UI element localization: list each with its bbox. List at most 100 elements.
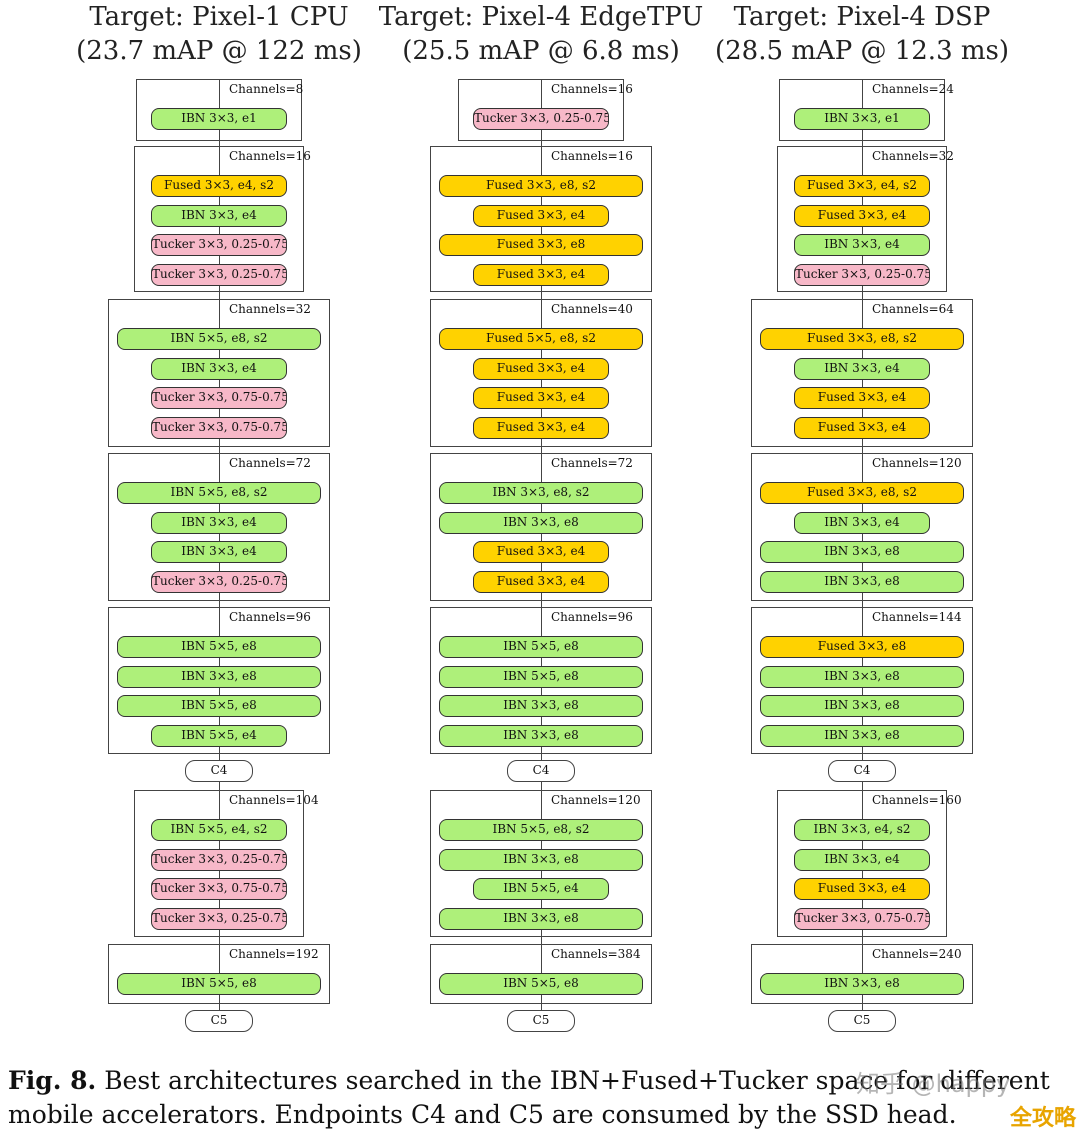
block-fused: Fused 3×3, e8 bbox=[439, 234, 643, 256]
stage-channels: Channels=32 bbox=[229, 302, 311, 316]
stage-channels: Channels=120 bbox=[551, 793, 641, 807]
caption-text: Best architectures searched in the IBN+F… bbox=[8, 1066, 1050, 1129]
stage-channels: Channels=32 bbox=[872, 149, 954, 163]
block-ibn: IBN 3×3, e4, s2 bbox=[794, 819, 930, 841]
block-ibn: IBN 3×3, e8, s2 bbox=[439, 482, 643, 504]
block-ibn: IBN 3×3, e8 bbox=[760, 541, 964, 563]
block-fused: Fused 3×3, e4 bbox=[794, 387, 930, 409]
stage-channels: Channels=192 bbox=[229, 947, 319, 961]
stage-channels: Channels=16 bbox=[551, 82, 633, 96]
block-fused: Fused 3×3, e4, s2 bbox=[794, 175, 930, 197]
block-ibn: IBN 3×3, e8 bbox=[439, 724, 643, 747]
block-ibn: IBN 3×3, e4 bbox=[794, 848, 930, 871]
block-tucker: Tucker 3×3, 0.75-0.75 bbox=[151, 878, 287, 900]
block-ibn: IBN 5×5, e8, s2 bbox=[117, 482, 321, 504]
stage-channels: Channels=96 bbox=[551, 610, 633, 624]
block-fused: Fused 5×5, e8, s2 bbox=[439, 328, 643, 350]
block-fused: Fused 3×3, e8, s2 bbox=[760, 328, 964, 350]
block-ibn: IBN 5×5, e8, s2 bbox=[117, 328, 321, 350]
column-title-metrics: (23.7 mAP @ 122 ms) bbox=[76, 36, 362, 66]
block-tucker: Tucker 3×3, 0.75-0.75 bbox=[151, 387, 287, 409]
block-ibn: IBN 3×3, e1 bbox=[151, 108, 287, 130]
block-ibn: IBN 3×3, e4 bbox=[151, 511, 287, 534]
endpoint-c5: C5 bbox=[185, 1010, 253, 1032]
figure-label: Fig. 8. bbox=[8, 1066, 97, 1095]
column-title-target: Target: Pixel-4 DSP bbox=[733, 2, 991, 32]
block-ibn: IBN 3×3, e4 bbox=[794, 511, 930, 534]
figure-caption: Fig. 8. Best architectures searched in t… bbox=[8, 1064, 1074, 1132]
stage-channels: Channels=24 bbox=[872, 82, 954, 96]
endpoint-c4: C4 bbox=[828, 760, 896, 782]
block-ibn: IBN 5×5, e8 bbox=[439, 665, 643, 688]
watermark-text: 知乎 @happy bbox=[856, 1070, 1011, 1098]
stage-channels: Channels=64 bbox=[872, 302, 954, 316]
block-fused: Fused 3×3, e4 bbox=[473, 541, 609, 563]
block-tucker: Tucker 3×3, 0.75-0.75 bbox=[794, 907, 930, 930]
block-ibn: IBN 3×3, e8 bbox=[760, 724, 964, 747]
block-fused: Fused 3×3, e4 bbox=[473, 570, 609, 593]
block-fused: Fused 3×3, e4 bbox=[794, 878, 930, 900]
stage-channels: Channels=8 bbox=[229, 82, 304, 96]
column-title: Target: Pixel-4 DSP (28.5 mAP @ 12.3 ms) bbox=[692, 0, 1032, 68]
block-ibn: IBN 3×3, e8 bbox=[760, 695, 964, 717]
block-fused: Fused 3×3, e4, s2 bbox=[151, 175, 287, 197]
endpoint-c5: C5 bbox=[828, 1010, 896, 1032]
block-ibn: IBN 5×5, e4 bbox=[151, 724, 287, 747]
stage-channels: Channels=384 bbox=[551, 947, 641, 961]
block-ibn: IBN 3×3, e8 bbox=[439, 511, 643, 534]
block-ibn: IBN 3×3, e4 bbox=[151, 541, 287, 563]
block-tucker: Tucker 3×3, 0.25-0.75 bbox=[151, 570, 287, 593]
stage-channels: Channels=96 bbox=[229, 610, 311, 624]
block-fused: Fused 3×3, e4 bbox=[473, 416, 609, 439]
block-fused: Fused 3×3, e4 bbox=[473, 263, 609, 286]
block-ibn: IBN 5×5, e4 bbox=[473, 878, 609, 900]
stage-channels: Channels=160 bbox=[872, 793, 962, 807]
block-ibn: IBN 3×3, e4 bbox=[794, 357, 930, 380]
block-ibn: IBN 5×5, e8 bbox=[439, 973, 643, 995]
endpoint-c4: C4 bbox=[185, 760, 253, 782]
column-title-metrics: (25.5 mAP @ 6.8 ms) bbox=[402, 36, 680, 66]
column-title-target: Target: Pixel-4 EdgeTPU bbox=[378, 2, 704, 32]
stage-channels: Channels=72 bbox=[229, 456, 311, 470]
block-ibn: IBN 5×5, e8 bbox=[117, 695, 321, 717]
block-ibn: IBN 3×3, e8 bbox=[439, 695, 643, 717]
block-fused: Fused 3×3, e4 bbox=[794, 204, 930, 227]
block-fused: Fused 3×3, e4 bbox=[473, 204, 609, 227]
stage-channels: Channels=240 bbox=[872, 947, 962, 961]
block-tucker: Tucker 3×3, 0.25-0.75 bbox=[794, 263, 930, 286]
block-ibn: IBN 3×3, e4 bbox=[151, 357, 287, 380]
block-tucker: Tucker 3×3, 0.25-0.75 bbox=[151, 234, 287, 256]
stage-channels: Channels=40 bbox=[551, 302, 633, 316]
watermark-logo: 全攻略 bbox=[1010, 1106, 1077, 1131]
block-ibn: IBN 3×3, e4 bbox=[151, 204, 287, 227]
block-ibn: IBN 5×5, e4, s2 bbox=[151, 819, 287, 841]
block-tucker: Tucker 3×3, 0.25-0.75 bbox=[151, 263, 287, 286]
stage-channels: Channels=144 bbox=[872, 610, 962, 624]
block-fused: Fused 3×3, e8, s2 bbox=[439, 175, 643, 197]
block-ibn: IBN 3×3, e8 bbox=[117, 665, 321, 688]
block-ibn: IBN 5×5, e8, s2 bbox=[439, 819, 643, 841]
block-tucker: Tucker 3×3, 0.25-0.75 bbox=[473, 108, 609, 130]
stage-channels: Channels=72 bbox=[551, 456, 633, 470]
block-tucker: Tucker 3×3, 0.25-0.75 bbox=[151, 848, 287, 871]
block-fused: Fused 3×3, e4 bbox=[473, 357, 609, 380]
column-title-target: Target: Pixel-1 CPU bbox=[89, 2, 349, 32]
block-ibn: IBN 5×5, e8 bbox=[439, 636, 643, 658]
block-ibn: IBN 3×3, e8 bbox=[439, 907, 643, 930]
stage-channels: Channels=120 bbox=[872, 456, 962, 470]
block-ibn: IBN 3×3, e8 bbox=[439, 848, 643, 871]
stage-channels: Channels=16 bbox=[229, 149, 311, 163]
block-fused: Fused 3×3, e8 bbox=[760, 636, 964, 658]
block-ibn: IBN 3×3, e8 bbox=[760, 973, 964, 995]
column-title: Target: Pixel-4 EdgeTPU (25.5 mAP @ 6.8 m… bbox=[371, 0, 711, 68]
block-fused: Fused 3×3, e8, s2 bbox=[760, 482, 964, 504]
column-title-metrics: (28.5 mAP @ 12.3 ms) bbox=[714, 36, 1010, 66]
block-fused: Fused 3×3, e4 bbox=[473, 387, 609, 409]
block-fused: Fused 3×3, e4 bbox=[794, 416, 930, 439]
block-ibn: IBN 3×3, e8 bbox=[760, 570, 964, 593]
stage-channels: Channels=104 bbox=[229, 793, 319, 807]
block-ibn: IBN 3×3, e4 bbox=[794, 234, 930, 256]
block-ibn: IBN 5×5, e8 bbox=[117, 973, 321, 995]
block-ibn: IBN 3×3, e1 bbox=[794, 108, 930, 130]
block-ibn: IBN 5×5, e8 bbox=[117, 636, 321, 658]
